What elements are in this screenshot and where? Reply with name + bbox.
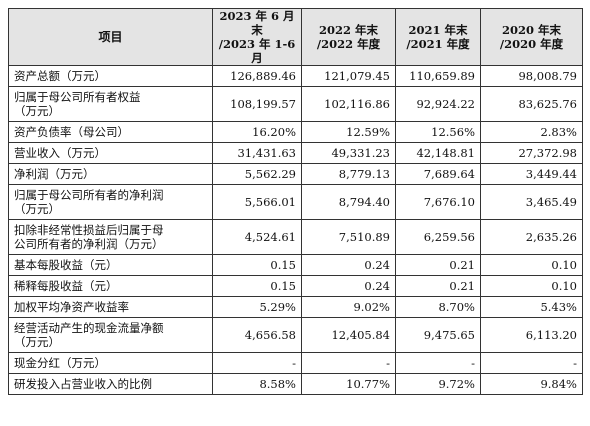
- row-value: -: [301, 352, 396, 374]
- table-row: 现金分红（万元） - - - -: [8, 352, 583, 374]
- header-cell-2021: 2021 年末/2021 年度: [395, 8, 481, 66]
- header-cell-2022: 2022 年末/2022 年度: [301, 8, 396, 66]
- table-body: 资产总额（万元） 126,889.46 121,079.45 110,659.89 98…: [8, 65, 583, 395]
- row-value: 5.29%: [212, 296, 302, 318]
- row-label: 资产总额（万元）: [8, 65, 213, 87]
- row-value: 9.72%: [395, 373, 481, 395]
- row-value: 5,566.01: [212, 184, 302, 220]
- table-row: 归属于母公司所有者的净利润 （万元） 5,566.01 8,794.40 7,676.1…: [8, 184, 583, 220]
- row-label: 净利润（万元）: [8, 163, 213, 185]
- row-value: 8,794.40: [301, 184, 396, 220]
- header-cell-2020: 2020 年末/2020 年度: [480, 8, 583, 66]
- row-value: 7,689.64: [395, 163, 481, 185]
- table-row: 扣除非经常性损益后归属于母 公司所有者的净利润（万元） 4,524.61 7,510.…: [8, 219, 583, 255]
- row-value: 8.70%: [395, 296, 481, 318]
- row-value: 7,676.10: [395, 184, 481, 220]
- row-value: 31,431.63: [212, 142, 302, 164]
- table-row: 资产负债率（母公司） 16.20% 12.59% 12.56% 2.83%: [8, 121, 583, 143]
- table-row: 稀释每股收益（元） 0.15 0.24 0.21 0.10: [8, 275, 583, 297]
- row-label: 现金分红（万元）: [8, 352, 213, 374]
- row-value: 0.21: [395, 254, 481, 276]
- table-row: 资产总额（万元） 126,889.46 121,079.45 110,659.89 98…: [8, 65, 583, 87]
- row-value: 12,405.84: [301, 317, 396, 353]
- row-value: 98,008.79: [480, 65, 583, 87]
- table-row: 基本每股收益（元） 0.15 0.24 0.21 0.10: [8, 254, 583, 276]
- row-value: 102,116.86: [301, 86, 396, 122]
- row-value: 121,079.45: [301, 65, 396, 87]
- row-value: 3,449.44: [480, 163, 583, 185]
- row-value: 42,148.81: [395, 142, 481, 164]
- table-row: 营业收入（万元） 31,431.63 49,331.23 42,148.81 27,37…: [8, 142, 583, 164]
- row-label: 资产负债率（母公司）: [8, 121, 213, 143]
- row-value: -: [480, 352, 583, 374]
- row-value: 5.43%: [480, 296, 583, 318]
- row-label: 加权平均净资产收益率: [8, 296, 213, 318]
- table-row: 加权平均净资产收益率 5.29% 9.02% 8.70% 5.43%: [8, 296, 583, 318]
- row-value: 8,779.13: [301, 163, 396, 185]
- row-value: 0.24: [301, 275, 396, 297]
- row-value: 108,199.57: [212, 86, 302, 122]
- row-value: 0.15: [212, 254, 302, 276]
- row-value: 49,331.23: [301, 142, 396, 164]
- row-value: 2.83%: [480, 121, 583, 143]
- table-row: 研发投入占营业收入的比例 8.58% 10.77% 9.72% 9.84%: [8, 373, 583, 395]
- row-value: 8.58%: [212, 373, 302, 395]
- row-value: 27,372.98: [480, 142, 583, 164]
- row-value: 12.56%: [395, 121, 481, 143]
- table-row: 经营活动产生的现金流量净额 （万元） 4,656.58 12,405.84 9,475.…: [8, 317, 583, 353]
- row-value: 83,625.76: [480, 86, 583, 122]
- row-value: 92,924.22: [395, 86, 481, 122]
- row-value: 0.15: [212, 275, 302, 297]
- row-label: 研发投入占营业收入的比例: [8, 373, 213, 395]
- row-label: 基本每股收益（元）: [8, 254, 213, 276]
- row-value: 16.20%: [212, 121, 302, 143]
- row-label: 稀释每股收益（元）: [8, 275, 213, 297]
- financial-data-table: 项目 2023 年 6 月末/2023 年 1-6 月 2022 年末/2022…: [8, 8, 583, 395]
- row-value: 3,465.49: [480, 184, 583, 220]
- row-label: 归属于母公司所有者的净利润 （万元）: [8, 184, 213, 220]
- row-value: 9.02%: [301, 296, 396, 318]
- table-row: 归属于母公司所有者权益 （万元） 108,199.57 102,116.86 92,92…: [8, 86, 583, 122]
- row-label: 营业收入（万元）: [8, 142, 213, 164]
- row-value: 0.21: [395, 275, 481, 297]
- row-label: 经营活动产生的现金流量净额 （万元）: [8, 317, 213, 353]
- row-label: 扣除非经常性损益后归属于母 公司所有者的净利润（万元）: [8, 219, 213, 255]
- row-value: 0.10: [480, 254, 583, 276]
- row-value: 4,524.61: [212, 219, 302, 255]
- row-value: -: [395, 352, 481, 374]
- row-value: 110,659.89: [395, 65, 481, 87]
- row-value: 0.24: [301, 254, 396, 276]
- row-value: 10.77%: [301, 373, 396, 395]
- header-cell-2023h1: 2023 年 6 月末/2023 年 1-6 月: [212, 8, 302, 66]
- row-value: -: [212, 352, 302, 374]
- row-value: 126,889.46: [212, 65, 302, 87]
- row-value: 7,510.89: [301, 219, 396, 255]
- header-cell-item: 项目: [8, 8, 213, 66]
- row-value: 6,259.56: [395, 219, 481, 255]
- row-value: 0.10: [480, 275, 583, 297]
- table-header-row: 项目 2023 年 6 月末/2023 年 1-6 月 2022 年末/2022…: [8, 8, 583, 66]
- row-value: 9.84%: [480, 373, 583, 395]
- row-value: 6,113.20: [480, 317, 583, 353]
- row-value: 12.59%: [301, 121, 396, 143]
- row-value: 5,562.29: [212, 163, 302, 185]
- table-row: 净利润（万元） 5,562.29 8,779.13 7,689.64 3,449.44: [8, 163, 583, 185]
- row-label: 归属于母公司所有者权益 （万元）: [8, 86, 213, 122]
- row-value: 9,475.65: [395, 317, 481, 353]
- row-value: 4,656.58: [212, 317, 302, 353]
- row-value: 2,635.26: [480, 219, 583, 255]
